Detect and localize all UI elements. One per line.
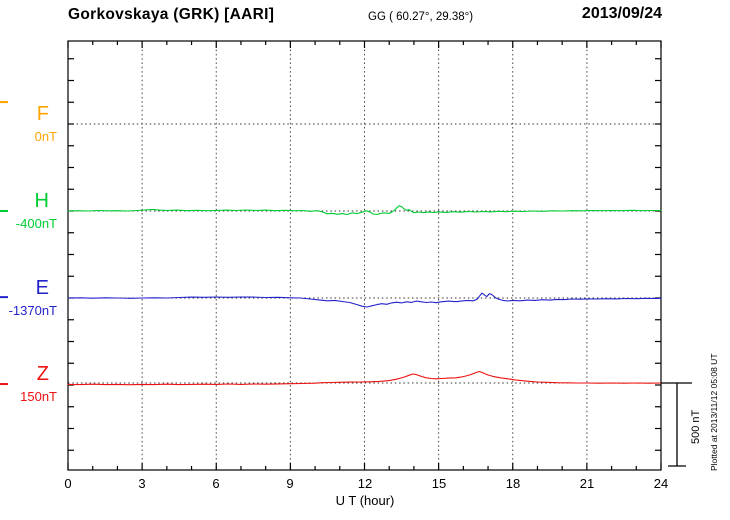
x-tick-label-0: 0 [64,476,72,491]
channel-letter-z: Z [36,363,49,385]
channel-letter-f: F [36,103,49,125]
trace-e [67,292,662,308]
x-tick-label-15: 15 [431,476,447,491]
channel-baseline-z: 150nT [20,389,57,404]
geographic-coordinates: GG ( 60.27°, 29.38°) [368,11,474,23]
x-tick-label-3: 3 [138,476,146,491]
channel-baseline-f: 0nT [34,129,57,144]
trace-h [67,205,662,216]
x-tick-label-21: 21 [579,476,595,491]
x-axis-title: U T (hour) [335,493,395,508]
x-tick-label-18: 18 [505,476,521,491]
channel-letter-h: H [34,190,49,212]
x-tick-label-6: 6 [212,476,220,491]
channel-label-e: E -1370nT [0,278,57,317]
channel-baseline-e: -1370nT [8,303,57,318]
channel-letter-e: E [35,277,49,299]
channel-baseline-h: -400nT [15,216,57,231]
station-title: Gorkovskaya (GRK) [AARI] [68,6,275,23]
plot-date: 2013/09/24 [581,5,662,22]
x-tick-label-12: 12 [357,476,373,491]
channel-label-h: H -400nT [0,191,57,230]
x-tick-label-24: 24 [653,476,669,491]
channel-label-f: F 0nT [0,104,57,143]
x-tick-label-9: 9 [286,476,294,491]
scalebar-label: 500 nT [690,409,702,444]
plot-frame [67,40,662,471]
trace-z [67,370,662,386]
channel-label-z: Z 150nT [0,364,57,403]
plotted-timestamp: Plotted at 2013/11/12 05:08 UT [709,353,719,471]
